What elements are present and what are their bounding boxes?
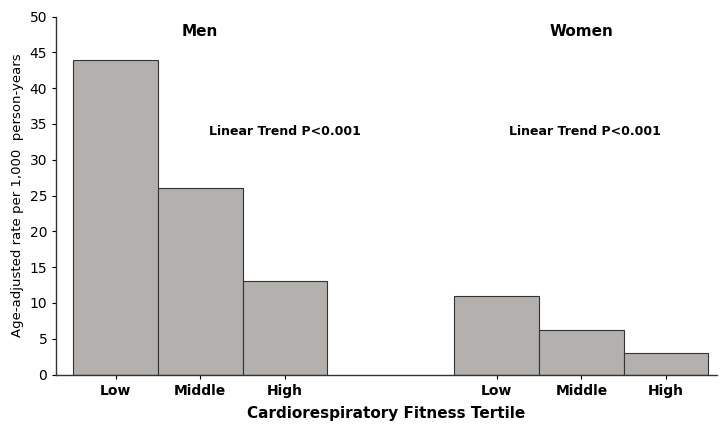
Bar: [624, 353, 708, 375]
Text: Linear Trend P<0.001: Linear Trend P<0.001: [510, 125, 661, 138]
Y-axis label: Age-adjusted rate per 1,000  person-years: Age-adjusted rate per 1,000 person-years: [11, 54, 24, 337]
X-axis label: Cardiorespiratory Fitness Tertile: Cardiorespiratory Fitness Tertile: [248, 406, 526, 421]
Bar: [74, 60, 158, 375]
Text: Women: Women: [550, 24, 613, 39]
Bar: [539, 330, 624, 375]
Bar: [454, 296, 539, 375]
Text: Men: Men: [182, 24, 218, 39]
Bar: [242, 282, 328, 375]
Bar: [158, 188, 242, 375]
Text: Linear Trend P<0.001: Linear Trend P<0.001: [209, 125, 360, 138]
